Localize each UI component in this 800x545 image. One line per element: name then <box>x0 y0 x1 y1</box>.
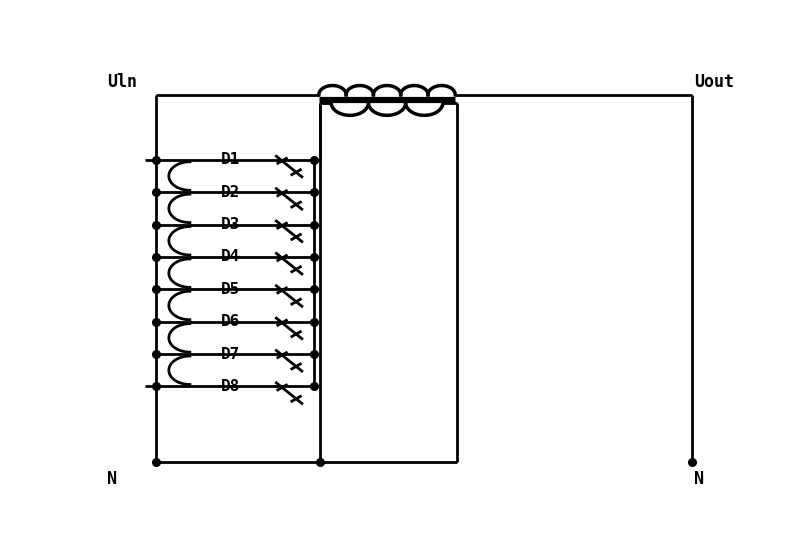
Text: Uln: Uln <box>107 72 138 90</box>
Text: D8: D8 <box>221 379 240 394</box>
Text: D5: D5 <box>221 282 240 297</box>
Text: N: N <box>107 470 118 488</box>
Text: D2: D2 <box>221 185 240 199</box>
Text: D7: D7 <box>221 347 240 361</box>
Text: D6: D6 <box>221 314 240 329</box>
Text: N: N <box>694 470 704 488</box>
Text: D1: D1 <box>221 152 240 167</box>
Text: D4: D4 <box>221 250 240 264</box>
Text: D3: D3 <box>221 217 240 232</box>
Text: Uout: Uout <box>694 72 734 90</box>
